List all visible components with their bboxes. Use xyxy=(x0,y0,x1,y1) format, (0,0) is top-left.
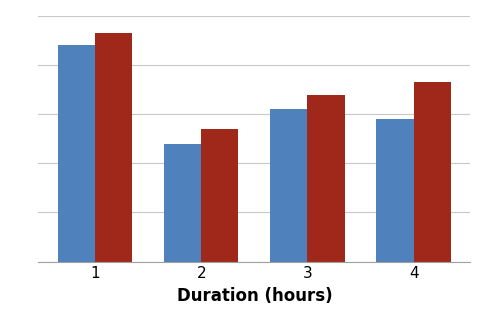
Bar xyxy=(58,45,95,262)
Bar xyxy=(201,129,239,262)
X-axis label: Duration (hours): Duration (hours) xyxy=(177,287,332,305)
Bar xyxy=(95,33,132,262)
Bar xyxy=(414,82,451,262)
Bar xyxy=(164,144,201,262)
Bar xyxy=(376,119,414,262)
Bar xyxy=(308,94,345,262)
Bar xyxy=(270,109,308,262)
